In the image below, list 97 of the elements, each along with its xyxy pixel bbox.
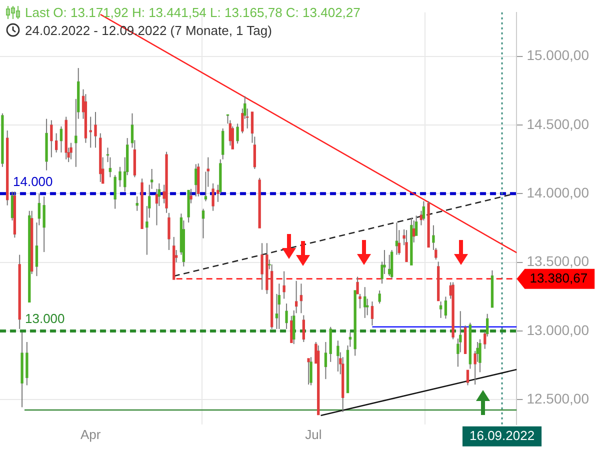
candlestick — [456, 338, 460, 368]
candlestick — [478, 338, 482, 373]
candlestick — [148, 184, 151, 218]
y-tick-label: 15.000,00 — [526, 47, 590, 64]
candlestick — [310, 356, 312, 386]
candlestick — [292, 310, 296, 345]
candlestick — [486, 313, 489, 338]
candlestick — [216, 184, 220, 202]
ref-line-label: 16.09.2022 — [469, 428, 535, 443]
candlestick — [302, 314, 305, 342]
candlestick — [219, 158, 222, 194]
candlestick — [474, 350, 476, 386]
candlestick — [260, 242, 264, 290]
candlestick — [459, 310, 462, 353]
y-tick-label: 14.500,00 — [526, 116, 590, 132]
chart-title: Last O: 13.171,92 H: 13.441,54 L: 13.165,78 C: 13.402,27 — [25, 5, 360, 20]
candlestick — [405, 230, 408, 262]
candlestick — [324, 342, 328, 380]
candlestick — [60, 126, 63, 153]
candlestick — [222, 128, 224, 160]
x-tick-label: Apr — [80, 426, 102, 442]
y-tick-label: 13.500,00 — [526, 253, 590, 270]
candlestick — [420, 210, 423, 226]
candlestick — [20, 332, 24, 408]
series-label: 13.380,67 — [530, 270, 588, 286]
candlestick — [364, 286, 366, 318]
candlestick — [30, 210, 34, 275]
candlestick — [378, 290, 381, 304]
candlestick — [26, 342, 28, 386]
candlestick — [42, 196, 46, 253]
candlestick — [45, 118, 48, 171]
candlestick — [329, 326, 332, 362]
candlestick — [432, 224, 435, 250]
candlestick — [490, 270, 494, 308]
candlestick — [336, 340, 340, 372]
candlestick — [383, 249, 386, 275]
candlestick — [172, 236, 176, 280]
candlestick — [182, 220, 185, 267]
candlestick — [94, 111, 97, 148]
candlestick — [395, 222, 398, 256]
candlestick — [236, 123, 239, 144]
candlestick — [427, 200, 430, 248]
candlestick — [118, 166, 122, 188]
candlestick — [468, 322, 472, 370]
candlestick — [258, 177, 261, 228]
x-tick-label: Jul — [305, 426, 322, 442]
candlestick — [388, 254, 391, 277]
candlestick — [70, 142, 72, 160]
candlestick — [99, 132, 102, 183]
candlestick — [317, 344, 320, 416]
y-tick-label: 13.000,00 — [526, 322, 590, 338]
candlestick — [165, 151, 168, 214]
candlestick — [356, 276, 359, 294]
candlestick — [130, 112, 134, 148]
candlestick — [6, 130, 9, 206]
candlestick — [35, 222, 38, 277]
candlestick — [133, 140, 136, 178]
candlestick — [437, 261, 440, 302]
candlestick — [28, 210, 31, 303]
candlestick — [285, 303, 288, 330]
candlestick — [1, 112, 4, 168]
candlestick — [187, 190, 190, 224]
candlestick — [190, 188, 192, 204]
candlestick — [370, 300, 374, 326]
candlestick — [140, 178, 144, 230]
candlestick — [114, 174, 116, 210]
candlestick — [466, 370, 470, 386]
ref-line-label: 14.000 — [13, 174, 53, 189]
candlestick — [290, 315, 293, 344]
candlestick — [266, 242, 268, 294]
candlestick — [484, 331, 486, 350]
candlestick — [270, 264, 274, 330]
candlestick — [202, 208, 205, 239]
candlestick — [228, 120, 232, 146]
candlestick — [342, 356, 344, 413]
candlestick — [294, 280, 298, 314]
candlestick — [444, 296, 448, 320]
candlestick — [168, 212, 170, 250]
candlestick — [282, 270, 286, 300]
candlestick — [354, 290, 356, 356]
candlestick — [212, 182, 214, 212]
candlestick — [194, 164, 198, 197]
y-tick-label: 14.000,00 — [526, 184, 590, 201]
candlestick — [197, 162, 200, 197]
candlestick — [253, 136, 256, 170]
candlestick — [18, 254, 21, 330]
ref-line-label: 13.000 — [25, 311, 65, 326]
candlestick — [84, 94, 88, 144]
y-tick-label: 12.500,00 — [526, 390, 590, 407]
candlestick — [452, 282, 454, 340]
candlestick — [412, 220, 416, 243]
candlestick — [241, 108, 244, 134]
candlestick — [50, 120, 53, 158]
candlestick — [464, 325, 467, 354]
candlestick — [13, 191, 16, 238]
candlestick — [10, 191, 14, 221]
candlestick — [390, 249, 394, 280]
